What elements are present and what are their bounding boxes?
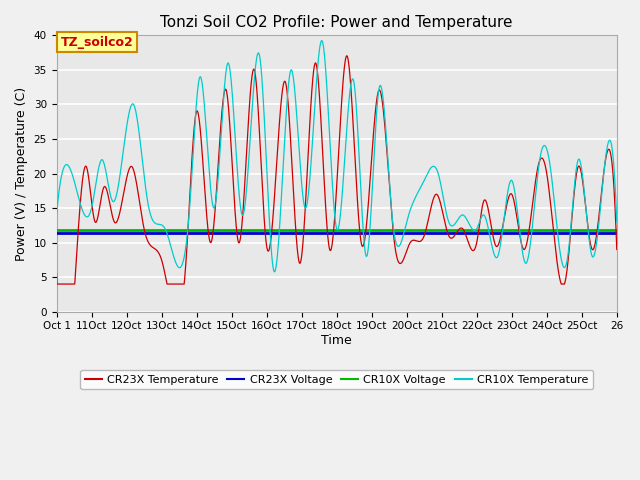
Y-axis label: Power (V) / Temperature (C): Power (V) / Temperature (C) [15,86,28,261]
Legend: CR23X Temperature, CR23X Voltage, CR10X Voltage, CR10X Temperature: CR23X Temperature, CR23X Voltage, CR10X … [81,370,593,389]
Title: Tonzi Soil CO2 Profile: Power and Temperature: Tonzi Soil CO2 Profile: Power and Temper… [161,15,513,30]
Text: TZ_soilco2: TZ_soilco2 [61,36,134,48]
X-axis label: Time: Time [321,334,352,347]
